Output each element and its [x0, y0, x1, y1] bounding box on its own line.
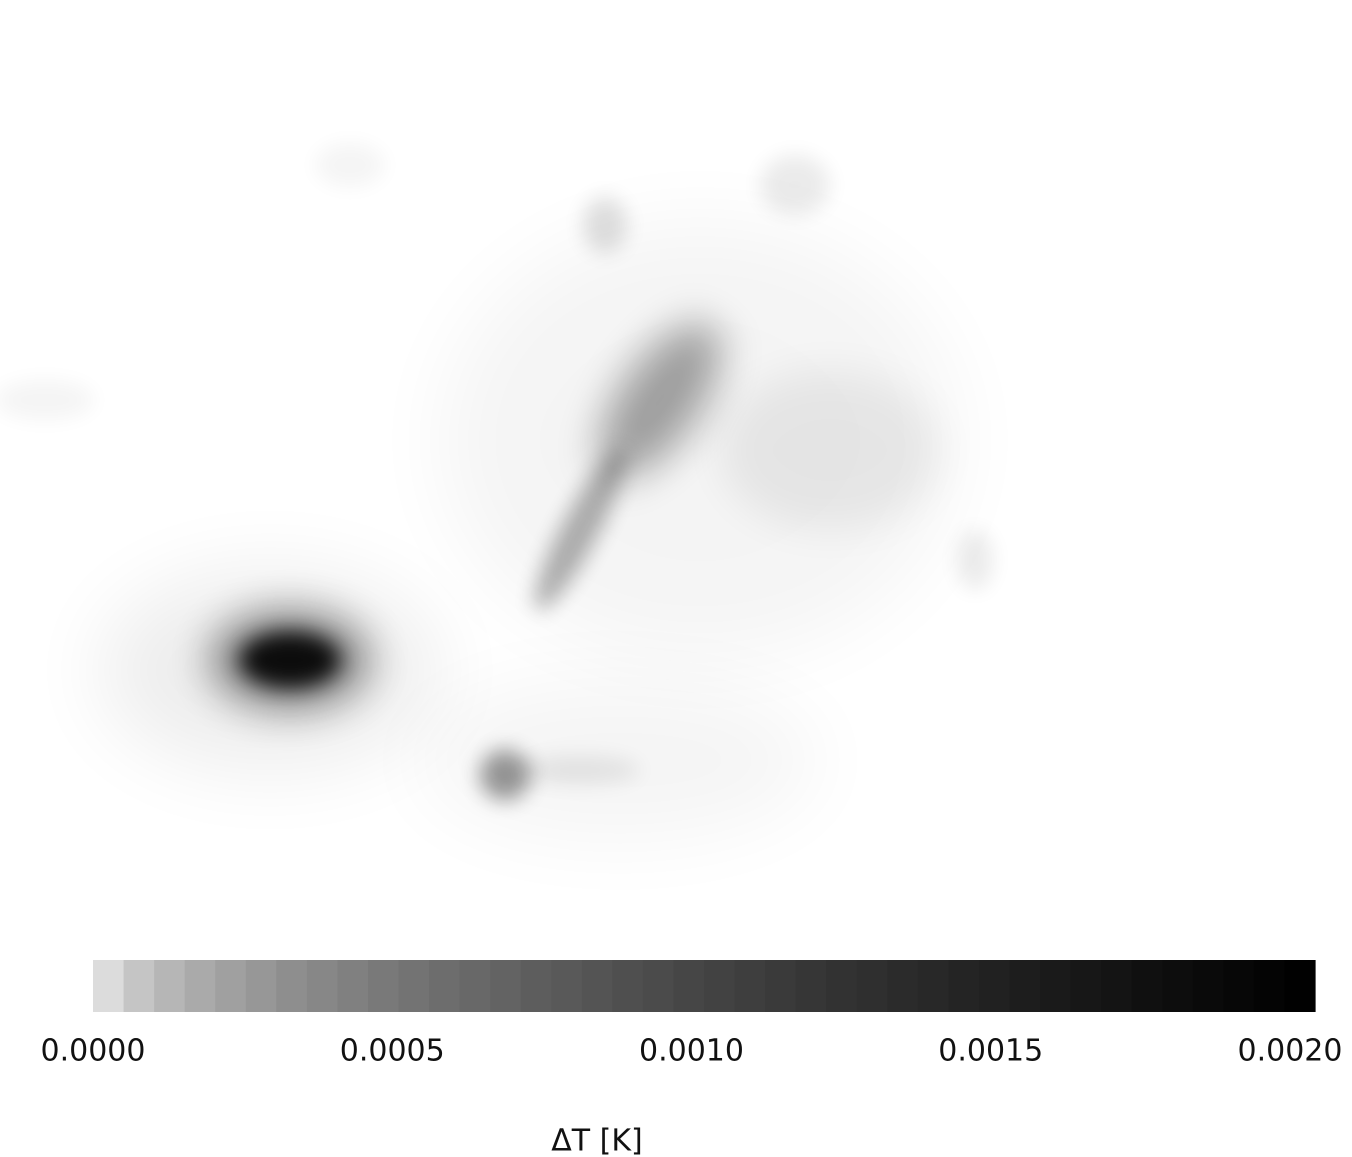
colorbar-band: [1010, 960, 1041, 1012]
colorbar-band: [368, 960, 399, 1012]
colorbar-band: [399, 960, 430, 1012]
colorbar-band: [1284, 960, 1315, 1012]
colorbar-band: [1193, 960, 1224, 1012]
colorbar-band: [490, 960, 521, 1012]
colorbar-band: [307, 960, 338, 1012]
colorbar-band: [765, 960, 796, 1012]
colorbar-band: [1040, 960, 1071, 1012]
colorbar-band: [857, 960, 888, 1012]
colorbar-band: [979, 960, 1010, 1012]
colorbar-tick-label: 0.0015: [938, 1034, 1043, 1069]
colorbar-band: [93, 960, 124, 1012]
colorbar-band: [887, 960, 918, 1012]
colorbar-band: [796, 960, 827, 1012]
temperature-map: [0, 143, 993, 840]
colorbar-band: [1162, 960, 1193, 1012]
colorbar-band: [1254, 960, 1285, 1012]
colorbar-band: [1071, 960, 1102, 1012]
colorbar-tick-label: 0.0010: [639, 1034, 744, 1069]
colorbar-band: [1223, 960, 1254, 1012]
colorbar-tick-label: 0.0000: [41, 1034, 146, 1069]
figure: 0.0000 0.0005 0.0010 0.0015 0.0020 ΔT [K]: [0, 0, 1352, 1157]
colorbar-band: [460, 960, 491, 1012]
colorbar-band: [276, 960, 307, 1012]
colorbar-band: [612, 960, 643, 1012]
colorbar-band: [246, 960, 277, 1012]
colorbar-band: [337, 960, 368, 1012]
colorbar-band: [215, 960, 246, 1012]
colorbar-band: [124, 960, 155, 1012]
colorbar-band: [582, 960, 613, 1012]
colorbar-band: [521, 960, 552, 1012]
colorbar-band: [826, 960, 857, 1012]
colorbar-label: ΔT [K]: [551, 1124, 642, 1157]
colorbar-band: [551, 960, 582, 1012]
colorbar-band: [735, 960, 766, 1012]
colorbar-band: [643, 960, 674, 1012]
colorbar-band: [1132, 960, 1163, 1012]
colorbar-band: [704, 960, 735, 1012]
colorbar-tick-label: 0.0005: [340, 1034, 445, 1069]
colorbar-band: [185, 960, 216, 1012]
colorbar-band: [429, 960, 460, 1012]
colorbar-band: [948, 960, 979, 1012]
colorbar-band: [918, 960, 949, 1012]
colorbar: 0.0000 0.0005 0.0010 0.0015 0.0020: [41, 960, 1343, 1069]
colorbar-band: [673, 960, 704, 1012]
colorbar-tick-label: 0.0020: [1238, 1034, 1343, 1069]
colorbar-band: [154, 960, 185, 1012]
colorbar-band: [1101, 960, 1132, 1012]
